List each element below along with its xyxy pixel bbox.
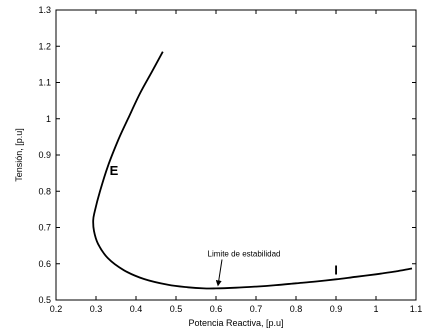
y-tick-label: 0.8 — [38, 186, 51, 196]
x-tick-label: 0.3 — [90, 304, 103, 314]
plot-area — [55, 9, 417, 301]
region-label-e: E — [110, 163, 119, 178]
stability-limit-label: Limite de estabilidad — [208, 250, 281, 259]
annotations: Limite de estabilidad E I — [110, 163, 338, 287]
y-axis-label: Tensión, [p.u] — [14, 128, 24, 182]
stability-limit-arrow — [215, 259, 223, 287]
y-axis-ticks: 0.5 0.6 0.7 0.8 0.9 1 1.1 1.2 1.3 — [38, 5, 416, 305]
x-tick-label: 0.4 — [130, 304, 143, 314]
x-tick-label: 0.6 — [210, 304, 223, 314]
x-tick-label: 0.8 — [290, 304, 303, 314]
y-tick-label: 0.6 — [38, 259, 51, 269]
x-axis-ticks: 0.2 0.3 0.4 0.5 0.6 0.7 0.8 0.9 1 1.1 — [50, 10, 423, 314]
series-line — [92, 51, 413, 290]
y-tick-label: 1.3 — [38, 5, 51, 15]
x-tick-label: 0.7 — [250, 304, 263, 314]
x-tick-label: 0.5 — [170, 304, 183, 314]
y-tick-label: 0.9 — [38, 150, 51, 160]
y-tick-label: 0.5 — [38, 295, 51, 305]
y-tick-label: 1.1 — [38, 78, 51, 88]
x-tick-label: 0.9 — [330, 304, 343, 314]
x-tick-label: 1.1 — [410, 304, 423, 314]
y-tick-label: 0.7 — [38, 223, 51, 233]
y-tick-label: 1.2 — [38, 41, 51, 51]
y-tick-label: 1 — [46, 114, 51, 124]
x-tick-label: 1 — [373, 304, 378, 314]
x-axis-label: Potencia Reactiva, [p.u] — [188, 318, 283, 328]
region-label-i: I — [334, 263, 338, 278]
x-tick-label: 0.2 — [50, 304, 63, 314]
